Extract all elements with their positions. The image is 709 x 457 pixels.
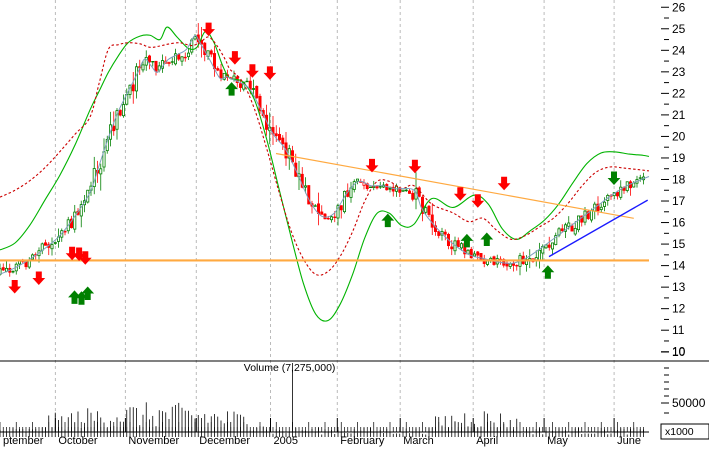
- svg-text:24: 24: [672, 43, 686, 57]
- svg-text:2005: 2005: [274, 435, 298, 447]
- svg-text:February: February: [340, 435, 385, 447]
- svg-text:13: 13: [672, 280, 686, 294]
- svg-text:11: 11: [672, 323, 685, 337]
- svg-text:12: 12: [672, 302, 686, 316]
- svg-text:23: 23: [672, 65, 686, 79]
- svg-text:March: March: [403, 435, 434, 447]
- svg-text:19: 19: [672, 151, 686, 165]
- svg-text:26: 26: [672, 0, 686, 14]
- svg-text:25: 25: [672, 22, 686, 36]
- svg-text:22: 22: [672, 86, 686, 100]
- svg-text:14: 14: [672, 259, 686, 273]
- svg-text:17: 17: [672, 194, 686, 208]
- svg-text:10: 10: [672, 345, 686, 359]
- svg-text:Volume (7,275,000): Volume (7,275,000): [244, 362, 336, 374]
- svg-text:May: May: [547, 435, 568, 447]
- svg-text:October: October: [58, 435, 97, 447]
- svg-text:20: 20: [672, 129, 686, 143]
- svg-text:November: November: [128, 435, 179, 447]
- svg-text:December: December: [199, 435, 250, 447]
- svg-text:50000: 50000: [672, 396, 706, 410]
- svg-text:x1000: x1000: [665, 426, 694, 438]
- svg-text:21: 21: [672, 108, 686, 122]
- svg-text:April: April: [476, 435, 498, 447]
- svg-text:ptember: ptember: [3, 435, 44, 447]
- svg-text:June: June: [617, 435, 641, 447]
- svg-text:16: 16: [672, 216, 686, 230]
- svg-text:18: 18: [672, 172, 686, 186]
- svg-text:15: 15: [672, 237, 686, 251]
